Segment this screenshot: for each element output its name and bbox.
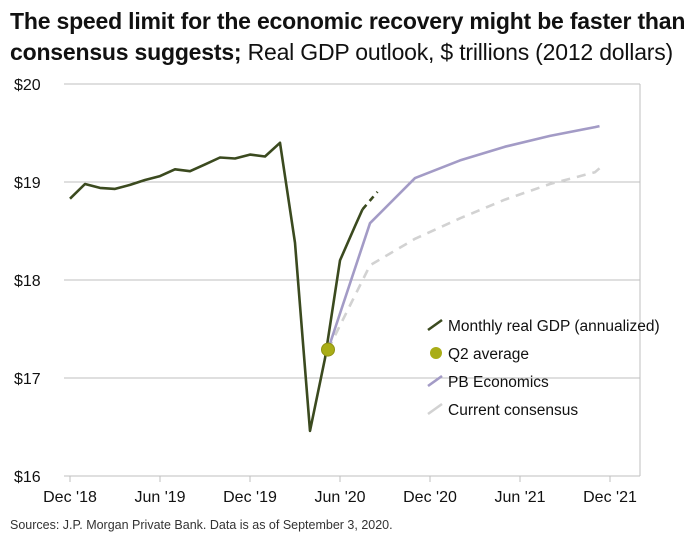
y-tick-label-17: $17 [14,371,41,388]
x-tick-label-4: Dec '20 [403,489,457,506]
series-line-monthly-real-gdp-annualized [69,141,364,433]
x-tick-label-3: Jun '20 [314,489,365,506]
legend-label-0: Monthly real GDP (annualized) [448,318,660,335]
x-tick-label-5: Jun '21 [494,489,545,506]
legend-marker-1 [430,347,442,359]
y-tick-label-19: $19 [14,175,41,192]
legend-marker-0 [427,318,443,332]
legend-marker-3 [427,402,443,416]
x-tick-label-0: Dec '18 [43,489,97,506]
q2-average-point [321,342,335,357]
y-tick-label-20: $20 [14,77,41,94]
chart-title-subtitle: Real GDP outlook, $ trillions (2012 doll… [241,39,674,65]
legend-label-3: Current consensus [448,402,578,419]
x-tick-label-2: Dec '19 [223,489,277,506]
chart-title: The speed limit for the economic recover… [10,6,690,68]
x-tick-label-6: Dec '21 [583,489,637,506]
legend-marker-2 [427,374,443,388]
series-line-pb-economics [326,124,600,351]
y-tick-label-18: $18 [14,273,41,290]
series-line-current-consensus [326,167,601,351]
series-line-monthly-real-gdp-projection [361,190,379,211]
y-tick-label-16: $16 [14,469,41,486]
legend-label-1: Q2 average [448,346,529,363]
source-note: Sources: J.P. Morgan Private Bank. Data … [10,518,393,532]
x-tick-label-1: Jun '19 [134,489,185,506]
chart-title-bold: The speed limit for the economic recover… [10,8,686,65]
legend-label-2: PB Economics [448,374,549,391]
